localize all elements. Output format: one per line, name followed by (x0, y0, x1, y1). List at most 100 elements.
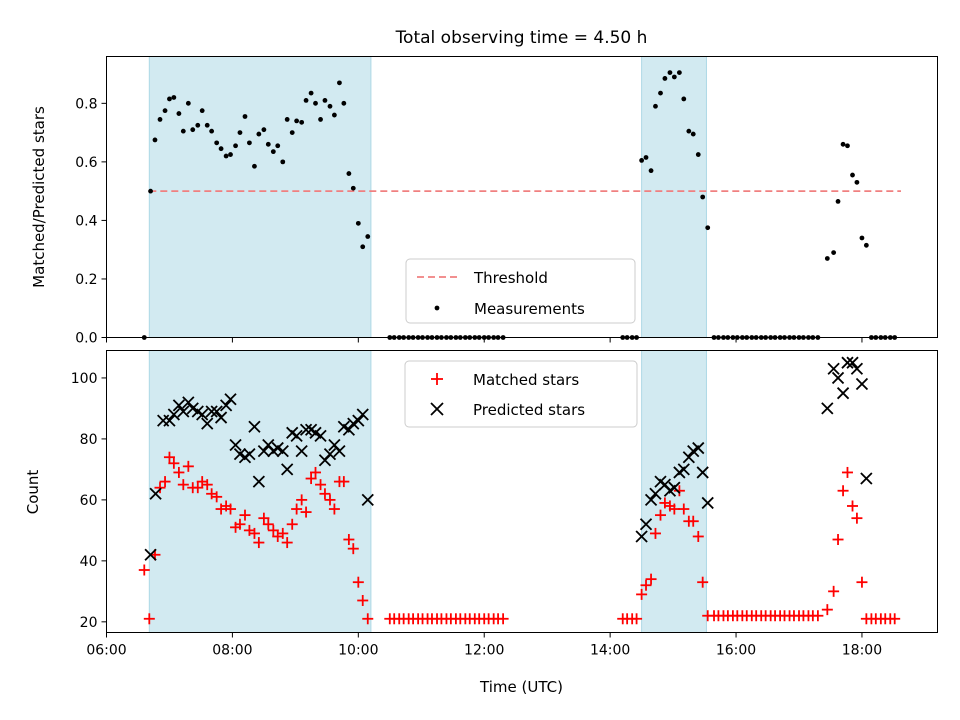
measurement-point (275, 143, 281, 149)
bottom-y-tick-label: 20 (80, 615, 98, 631)
matched-star-point (305, 473, 317, 485)
predicted-star-point (214, 411, 228, 424)
matched-star-point (338, 476, 350, 488)
matched-star-point (143, 613, 155, 625)
measurement-point (690, 131, 696, 137)
measurement-point (171, 95, 177, 100)
measurement-point (365, 234, 371, 239)
measurement-point (648, 168, 654, 174)
matched-star-point (889, 613, 901, 625)
predicted-star-point (668, 481, 681, 494)
top-legend: Threshold Measurements (405, 258, 636, 324)
top-y-tick-label: 0.0 (75, 331, 97, 347)
predicted-star-point (177, 405, 190, 418)
matched-star-point (281, 537, 293, 549)
predicted-star-point (692, 441, 705, 455)
top-y-tick-label: 0.4 (75, 213, 97, 229)
measurement-point (863, 242, 869, 248)
matched-star-point (138, 564, 150, 576)
matched-star-point (177, 479, 189, 491)
measurement-point (831, 250, 837, 256)
predicted-star-point (205, 405, 218, 418)
x-axis-label: Time (UTC) (479, 678, 563, 696)
predicted-star-point (677, 463, 690, 476)
matched-star-point (640, 579, 652, 591)
measurement-point (700, 194, 706, 200)
measurement-point (859, 235, 865, 241)
measurement-point (280, 159, 286, 165)
predicted-star-point (342, 423, 356, 436)
measurement-point (252, 163, 257, 169)
measurement-point (237, 130, 243, 136)
measurement-point (228, 152, 233, 157)
matched-star-point (837, 485, 849, 497)
predicted-star-point (827, 362, 840, 375)
predicted-star-point (290, 429, 303, 442)
matched-star-point (168, 457, 180, 469)
matched-star-point (692, 530, 704, 542)
measurement-point (360, 244, 366, 250)
predicted-star-point (295, 444, 308, 458)
predicted-star-point (243, 448, 256, 461)
matched-star-point (248, 527, 260, 539)
measurement-point (233, 143, 238, 149)
predicted-star-point (323, 448, 337, 461)
matched-star-point (315, 479, 327, 491)
matched-star-point (631, 613, 643, 625)
predicted-star-point (149, 487, 162, 500)
matched-star-point (697, 576, 709, 588)
bottom-y-tick-label: 100 (71, 371, 98, 387)
matched-star-point (159, 476, 171, 488)
measurement-point (662, 76, 668, 81)
measurement-point (214, 140, 220, 146)
measurement-point (242, 114, 248, 119)
measurement-point (695, 152, 701, 157)
matched-star-point (163, 451, 175, 463)
measurement-point (667, 70, 673, 75)
measurement-point (247, 140, 252, 146)
bottom-axes-frame (106, 350, 938, 633)
measurement-point (643, 155, 649, 160)
matched-star-point (343, 534, 355, 546)
top-y-tick-label: 0.6 (75, 155, 97, 171)
matched-star-point (668, 503, 680, 515)
top-axes-frame (106, 56, 938, 338)
measurement-point (265, 141, 271, 147)
predicted-star-point (196, 408, 209, 421)
measurement-point (223, 153, 229, 159)
bottom-shaded-interval (148, 350, 372, 633)
measurement-point (639, 158, 645, 163)
bottom-x-tick-label: 18:00 (842, 643, 882, 659)
legend-matched-label: Matched stars (473, 371, 579, 389)
measurement-point (195, 122, 201, 128)
predicted-star-point (855, 377, 869, 391)
measurement-point (284, 117, 290, 122)
predicted-star-point (144, 548, 157, 561)
predicted-star-point (257, 444, 271, 458)
measurement-point (322, 98, 328, 103)
matched-star-point (277, 527, 289, 539)
matched-star-point (856, 576, 868, 588)
top-panel: 0.00.20.40.60.8 Matched/Predicted stars … (30, 56, 938, 347)
top-shaded-interval (148, 56, 372, 338)
measurement-point (218, 146, 224, 152)
measurement-point (157, 117, 163, 122)
predicted-star-point (682, 451, 695, 464)
predicted-star-point (229, 438, 242, 452)
matched-star-point (847, 500, 859, 512)
measurement-point (318, 117, 323, 122)
matched-star-point (182, 460, 194, 472)
matched-star-point (173, 466, 185, 478)
matched-star-point (154, 482, 166, 494)
predicted-star-point (696, 466, 709, 479)
measurement-point (152, 137, 158, 143)
measurement-point (199, 108, 205, 114)
bottom-x-tick-label: 10:00 (338, 643, 378, 659)
predicted-star-point (276, 444, 289, 458)
legend-measurements-swatch (434, 305, 440, 311)
measurement-point (686, 128, 692, 134)
measurement-point (658, 90, 663, 96)
predicted-star-point (635, 530, 648, 543)
predicted-star-point (201, 417, 214, 430)
